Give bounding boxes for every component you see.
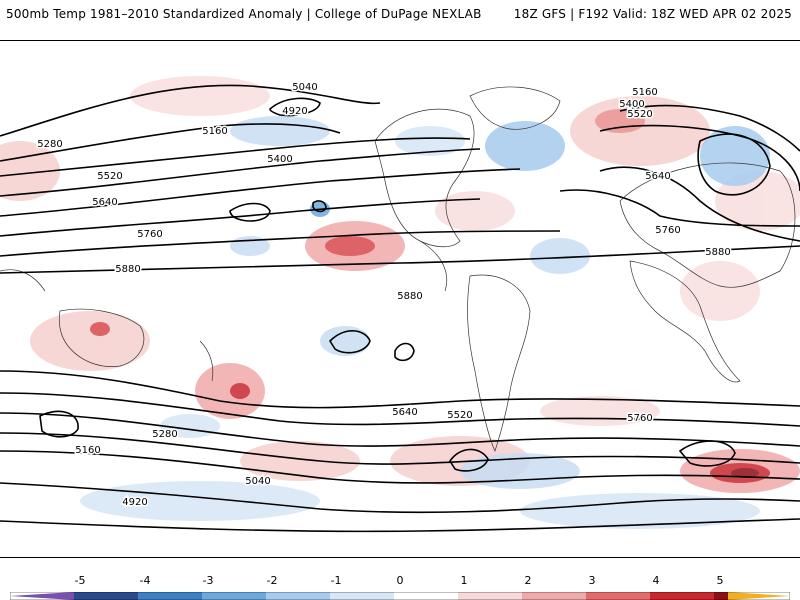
contour-label: 5640 [392, 407, 417, 418]
contour-label: 5160 [202, 126, 227, 137]
colorbar-cap-low [10, 592, 74, 600]
colorbar-swatch [330, 592, 394, 600]
colorbar-swatch [394, 592, 458, 600]
contour-label: 5520 [97, 171, 122, 182]
contour-label: 4920 [122, 497, 147, 508]
colorbar-gradient [10, 592, 790, 600]
contour-label: 5640 [92, 197, 117, 208]
map-panel: 5040 4920 5160 5280 5400 5520 5640 5760 … [0, 40, 800, 558]
colorbar-swatch [650, 592, 714, 600]
contour-label: 5400 [619, 99, 644, 110]
map-title: 500mb Temp 1981–2010 Standardized Anomal… [6, 7, 482, 21]
colorbar-label: -5 [74, 574, 86, 587]
anomaly-colorbar: -5 -4 -3 -2 -1 0 1 2 3 4 5 [0, 570, 800, 600]
coastlines [0, 86, 796, 452]
contour-label: 5520 [447, 410, 472, 421]
colorbar-label: 1 [460, 574, 468, 587]
colorbar-label: -1 [330, 574, 342, 587]
colorbar-label: 5 [716, 574, 724, 587]
height-contours [0, 84, 800, 533]
contour-label: 5280 [37, 139, 62, 150]
colorbar-swatch [586, 592, 650, 600]
contour-label: 5640 [645, 171, 670, 182]
contour-labels: 5040 4920 5160 5280 5400 5520 5640 5760 … [36, 81, 732, 510]
colorbar-label: -4 [139, 574, 151, 587]
contour-label: 5880 [115, 264, 140, 275]
colorbar-cap-high [728, 592, 790, 600]
colorbar-label: 2 [524, 574, 532, 587]
map-header: 500mb Temp 1981–2010 Standardized Anomal… [0, 0, 800, 34]
contour-label: 5400 [267, 154, 292, 165]
contour-label: 5520 [627, 109, 652, 120]
colorbar-swatch [458, 592, 522, 600]
contour-label: 5160 [632, 87, 657, 98]
model-valid-time: 18Z GFS | F192 Valid: 18Z WED APR 02 202… [513, 7, 792, 21]
colorbar-label: 4 [652, 574, 660, 587]
colorbar-label: -2 [266, 574, 278, 587]
contour-label: 5760 [137, 229, 162, 240]
contour-label: 5760 [627, 413, 652, 424]
contour-label: 5880 [705, 247, 730, 258]
colorbar-swatch [522, 592, 586, 600]
contour-label: 5280 [152, 429, 177, 440]
colorbar-swatch [714, 592, 728, 600]
contour-label: 5760 [655, 225, 680, 236]
colorbar-label: -3 [202, 574, 214, 587]
contour-label: 5160 [75, 445, 100, 456]
colorbar-label: 0 [396, 574, 404, 587]
contour-label: 4920 [282, 106, 307, 117]
colorbar-swatch [202, 592, 266, 600]
colorbar-label: 3 [588, 574, 596, 587]
colorbar-swatch [266, 592, 330, 600]
anomaly-map: 5040 4920 5160 5280 5400 5520 5640 5760 … [0, 76, 800, 533]
warm-anomaly-shading [0, 76, 800, 493]
contour-label: 5040 [245, 476, 270, 487]
contour-label: 5880 [397, 291, 422, 302]
contour-label: 5040 [292, 82, 317, 93]
colorbar-swatch [74, 592, 138, 600]
colorbar-swatch [138, 592, 202, 600]
